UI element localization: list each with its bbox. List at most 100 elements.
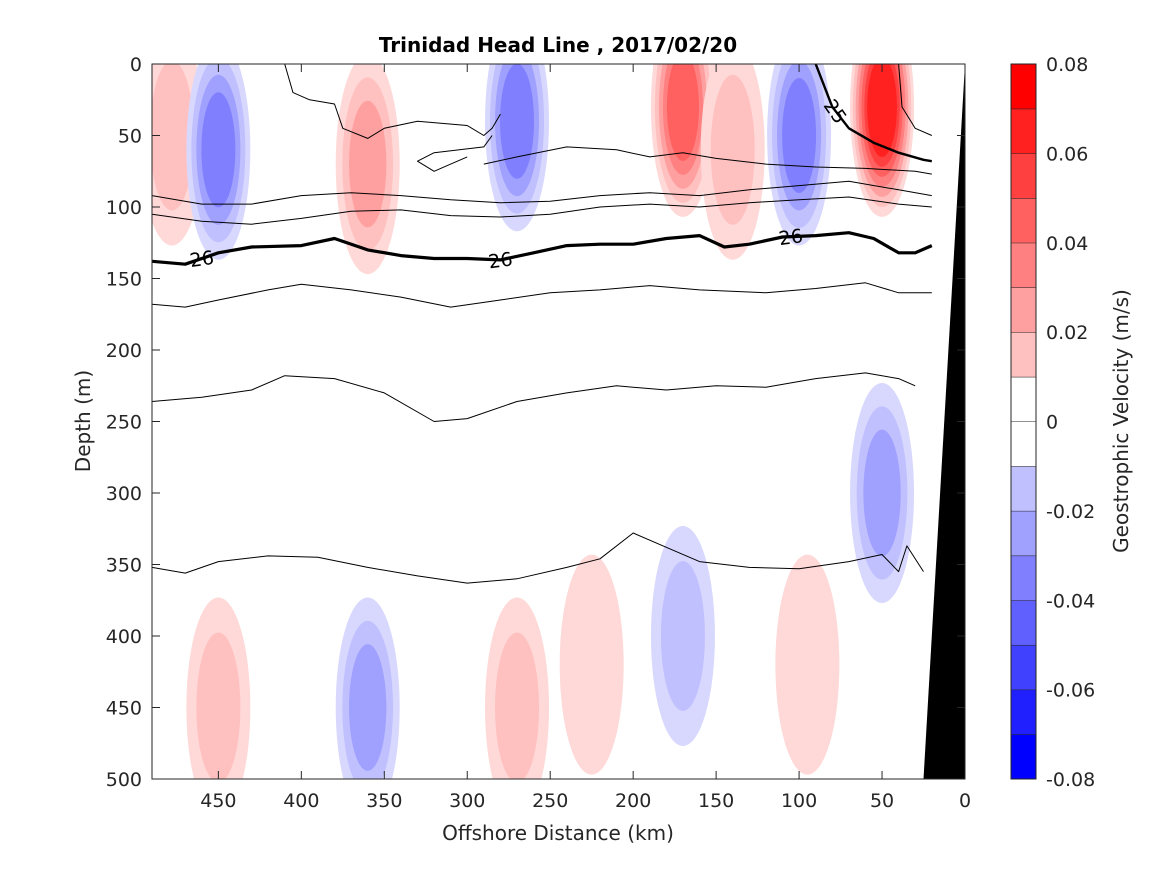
x-axis-label: Offshore Distance (km)	[442, 821, 674, 845]
colorbar-band	[1011, 332, 1036, 377]
velocity-core-3	[485, 64, 550, 232]
y-tick-label: 400	[106, 626, 142, 648]
isopycnal-line-10	[898, 64, 932, 136]
colorbar-tick-label: -0.02	[1046, 501, 1095, 523]
y-tick-label: 0	[130, 54, 142, 76]
plot-background	[152, 64, 965, 779]
colorbar-tick-label: 0.02	[1046, 322, 1088, 344]
velocity-band	[559, 554, 624, 775]
isopycnal-line-7	[152, 532, 924, 584]
velocity-core-1	[186, 64, 251, 260]
velocity-band	[666, 64, 699, 161]
contour-label-26: 26	[487, 248, 514, 273]
colorbar-band	[1011, 64, 1036, 109]
x-tick-label: 350	[366, 790, 402, 812]
colorbar-tick-label: 0.06	[1046, 143, 1088, 165]
colorbar-band	[1011, 510, 1036, 556]
isopycnal-line-1	[483, 146, 932, 175]
y-tick-label: 450	[106, 698, 142, 720]
velocity-band	[201, 92, 236, 208]
velocity-band	[867, 64, 897, 157]
colorbar-band	[1011, 376, 1036, 422]
y-tick-label: 200	[106, 340, 142, 362]
velocity-core-6	[767, 64, 832, 246]
x-tick-label: 50	[870, 790, 894, 812]
isopycnal-line-2	[152, 180, 932, 205]
colorbar-tick-label: -0.04	[1046, 590, 1095, 612]
colorbar-frame	[1010, 63, 1037, 780]
x-tick-label: 450	[200, 790, 236, 812]
colorbar	[1010, 63, 1037, 780]
colorbar-band	[1011, 734, 1036, 779]
isopycnal-line-4	[152, 231, 933, 266]
isopycnal-line-6	[152, 372, 916, 422]
velocity-core-7	[850, 64, 915, 217]
colorbar-band	[1011, 555, 1036, 601]
y-tick-label: 300	[106, 483, 142, 505]
y-tick-label: 100	[106, 197, 142, 219]
colorbar-tick-label: -0.06	[1046, 680, 1095, 702]
velocity-band	[710, 74, 755, 225]
velocity-band	[196, 632, 241, 779]
velocity-core-13	[775, 554, 840, 775]
colorbar-tick-label: -0.08	[1046, 769, 1095, 791]
seafloor-bathymetry	[923, 64, 965, 779]
velocity-core-5	[700, 64, 765, 260]
y-tick-label: 500	[106, 769, 142, 791]
colorbar-label: Geostrophic Velocity (m/s)	[1109, 289, 1133, 553]
contour-label-26: 26	[188, 247, 215, 272]
velocity-band	[349, 100, 387, 228]
velocity-band	[660, 561, 705, 711]
colorbar-band	[1011, 242, 1036, 288]
y-tick-label: 350	[106, 555, 142, 577]
chart-title: Trinidad Head Line , 2017/02/20	[379, 33, 737, 57]
velocity-core-9	[335, 597, 400, 779]
velocity-core-12	[650, 526, 715, 746]
colorbar-band	[1011, 153, 1036, 199]
colorbar-band	[1011, 108, 1036, 154]
velocity-band	[782, 78, 817, 193]
colorbar-tick-label: 0.04	[1046, 233, 1088, 255]
velocity-core-14	[850, 383, 915, 603]
x-tick-label: 0	[959, 790, 971, 812]
velocity-core-4	[650, 64, 715, 217]
colorbar-band	[1011, 198, 1036, 243]
velocity-core-2	[335, 64, 400, 275]
y-axis-ticks: 0 50 100 150 200 250 300 350 400 450 500	[106, 54, 965, 791]
velocity-band	[495, 632, 540, 779]
x-tick-label: 100	[781, 790, 817, 812]
x-axis-ticks: 450 400 350 300 250 200 150 100 50 0	[200, 64, 971, 812]
colorbar-tick-label: 0	[1046, 412, 1058, 434]
colorbar-band	[1011, 689, 1036, 735]
velocity-core-10	[485, 597, 550, 779]
isopycnal-line-0	[814, 64, 932, 163]
velocity-band	[863, 429, 901, 557]
y-tick-label: 50	[118, 126, 142, 148]
y-tick-label: 250	[106, 412, 142, 434]
colorbar-band	[1011, 644, 1036, 690]
isopycnal-line-3	[152, 196, 932, 225]
velocity-core-11	[559, 554, 624, 775]
contour-label-26: 26	[777, 225, 804, 250]
colorbar-ticks: 0.08 0.06 0.04 0.02 0 -0.02 -0.04 -0.06 -0.08	[1046, 54, 1095, 791]
velocity-core-8	[186, 597, 251, 779]
isopycnal-line-8	[284, 64, 501, 139]
velocity-field	[152, 64, 915, 779]
velocity-band	[500, 64, 535, 179]
colorbar-band	[1011, 466, 1036, 511]
velocity-band	[349, 644, 387, 771]
velocity-band	[775, 554, 840, 775]
x-tick-label: 150	[698, 790, 734, 812]
colorbar-band	[1011, 600, 1036, 645]
y-tick-label: 150	[106, 269, 142, 291]
isopycnal-line-5	[152, 282, 932, 308]
velocity-band	[152, 64, 194, 211]
colorbar-band	[1011, 287, 1036, 333]
x-tick-label: 400	[283, 790, 319, 812]
colorbar-band	[1011, 421, 1036, 467]
y-axis-label: Depth (m)	[71, 370, 95, 472]
isopycnal-line-9	[417, 135, 493, 172]
x-tick-label: 250	[532, 790, 568, 812]
x-tick-label: 300	[449, 790, 485, 812]
